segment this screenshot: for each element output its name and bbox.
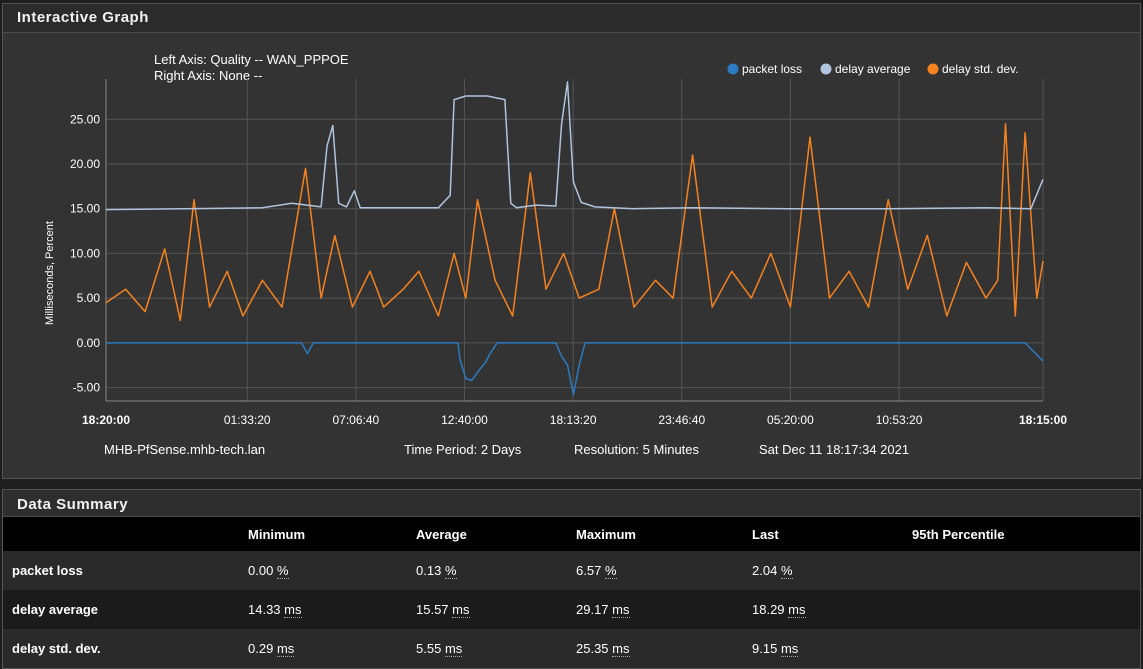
x-tick-label: 01:33:20 [224,413,271,427]
cell-avg: 15.57 ms [415,590,575,629]
y-tick-label: 10.00 [70,246,100,260]
table-row: delay average 14.33 ms 15.57 ms 29.17 ms… [3,590,1140,629]
cell-95th [911,629,1140,668]
x-tick-label: 05:20:00 [767,413,814,427]
x-tick-label: 10:53:20 [876,413,923,427]
cell-max: 29.17 ms [575,590,751,629]
y-axis-ticks: 25.00 20.00 15.00 10.00 5.00 0.00 -5.00 [70,112,100,394]
graph-timestamp: Sat Dec 11 18:17:34 2021 [759,442,909,457]
legend-swatch [727,63,739,75]
row-name: delay std. dev. [3,629,247,668]
left-axis-label: Left Axis: Quality -- WAN_PPPOE [154,52,349,67]
cell-avg: 0.13 % [415,551,575,590]
cell-95th [911,551,1140,590]
cell-last: 9.15 ms [751,629,911,668]
host-name: MHB-PfSense.mhb-tech.lan [104,442,265,457]
x-tick-label: 18:20:00 [82,413,130,427]
legend-item: delay std. dev. [927,62,1019,76]
time-period: Time Period: 2 Days [404,442,522,457]
cell-max: 6.57 % [575,551,751,590]
x-axis-ticks: 18:20:00 01:33:20 07:06:40 12:40:00 18:13:20… [82,413,1067,427]
y-axis-title: Milliseconds, Percent [44,221,56,325]
legend-label: delay std. dev. [942,62,1019,76]
y-tick-label: 5.00 [77,291,101,305]
header-blank [3,517,247,551]
header-average: Average [415,517,575,551]
header-95th: 95th Percentile [911,517,1140,551]
x-tick-label: 12:40:00 [441,413,488,427]
legend-label: delay average [835,62,911,76]
cell-avg: 5.55 ms [415,629,575,668]
cell-min: 0.00 % [247,551,415,590]
summary-table: Minimum Average Maximum Last 95th Percen… [3,517,1140,668]
data-summary-panel: Data Summary Minimum Average Maximum Las… [2,489,1141,669]
series-line-delay-average [105,81,1044,211]
cell-last: 18.29 ms [751,590,911,629]
header-last: Last [751,517,911,551]
series-line-packet-loss [106,342,1044,396]
legend-swatch [820,63,832,75]
y-tick-label: 20.00 [70,157,100,171]
row-name: packet loss [3,551,247,590]
chart-grid [105,79,1044,402]
y-tick-label: 15.00 [70,202,100,216]
series-line-delay-std-dev [105,122,1044,322]
header-maximum: Maximum [575,517,751,551]
legend: packet loss delay average delay std. dev. [727,62,1019,76]
cell-max: 25.35 ms [575,629,751,668]
resolution: Resolution: 5 Minutes [574,442,700,457]
x-tick-label: 18:13:20 [550,413,597,427]
table-row: packet loss 0.00 % 0.13 % 6.57 % 2.04 % [3,551,1140,590]
table-row: delay std. dev. 0.29 ms 5.55 ms 25.35 ms… [3,629,1140,668]
series-lines [105,81,1044,396]
y-tick-label: 0.00 [77,336,101,350]
y-tick-label: -5.00 [73,381,101,395]
summary-panel-title: Data Summary [3,490,1140,517]
right-axis-label: Right Axis: None -- [154,68,262,83]
header-minimum: Minimum [247,517,415,551]
legend-item: delay average [820,62,911,76]
quality-chart[interactable]: Left Axis: Quality -- WAN_PPPOE Right Ax… [3,33,1140,479]
x-tick-label: 23:46:40 [658,413,705,427]
legend-swatch [927,63,939,75]
row-name: delay average [3,590,247,629]
cell-min: 0.29 ms [247,629,415,668]
x-tick-label: 07:06:40 [333,413,380,427]
interactive-graph-panel: Interactive Graph Left Axis: Quality -- … [2,3,1141,479]
cell-min: 14.33 ms [247,590,415,629]
graph-panel-title: Interactive Graph [3,4,1140,33]
legend-item: packet loss [727,62,802,76]
cell-last: 2.04 % [751,551,911,590]
legend-label: packet loss [742,62,802,76]
cell-95th [911,590,1140,629]
summary-header-row: Minimum Average Maximum Last 95th Percen… [3,517,1140,551]
y-tick-label: 25.00 [70,112,100,126]
x-tick-label: 18:15:00 [1019,413,1067,427]
